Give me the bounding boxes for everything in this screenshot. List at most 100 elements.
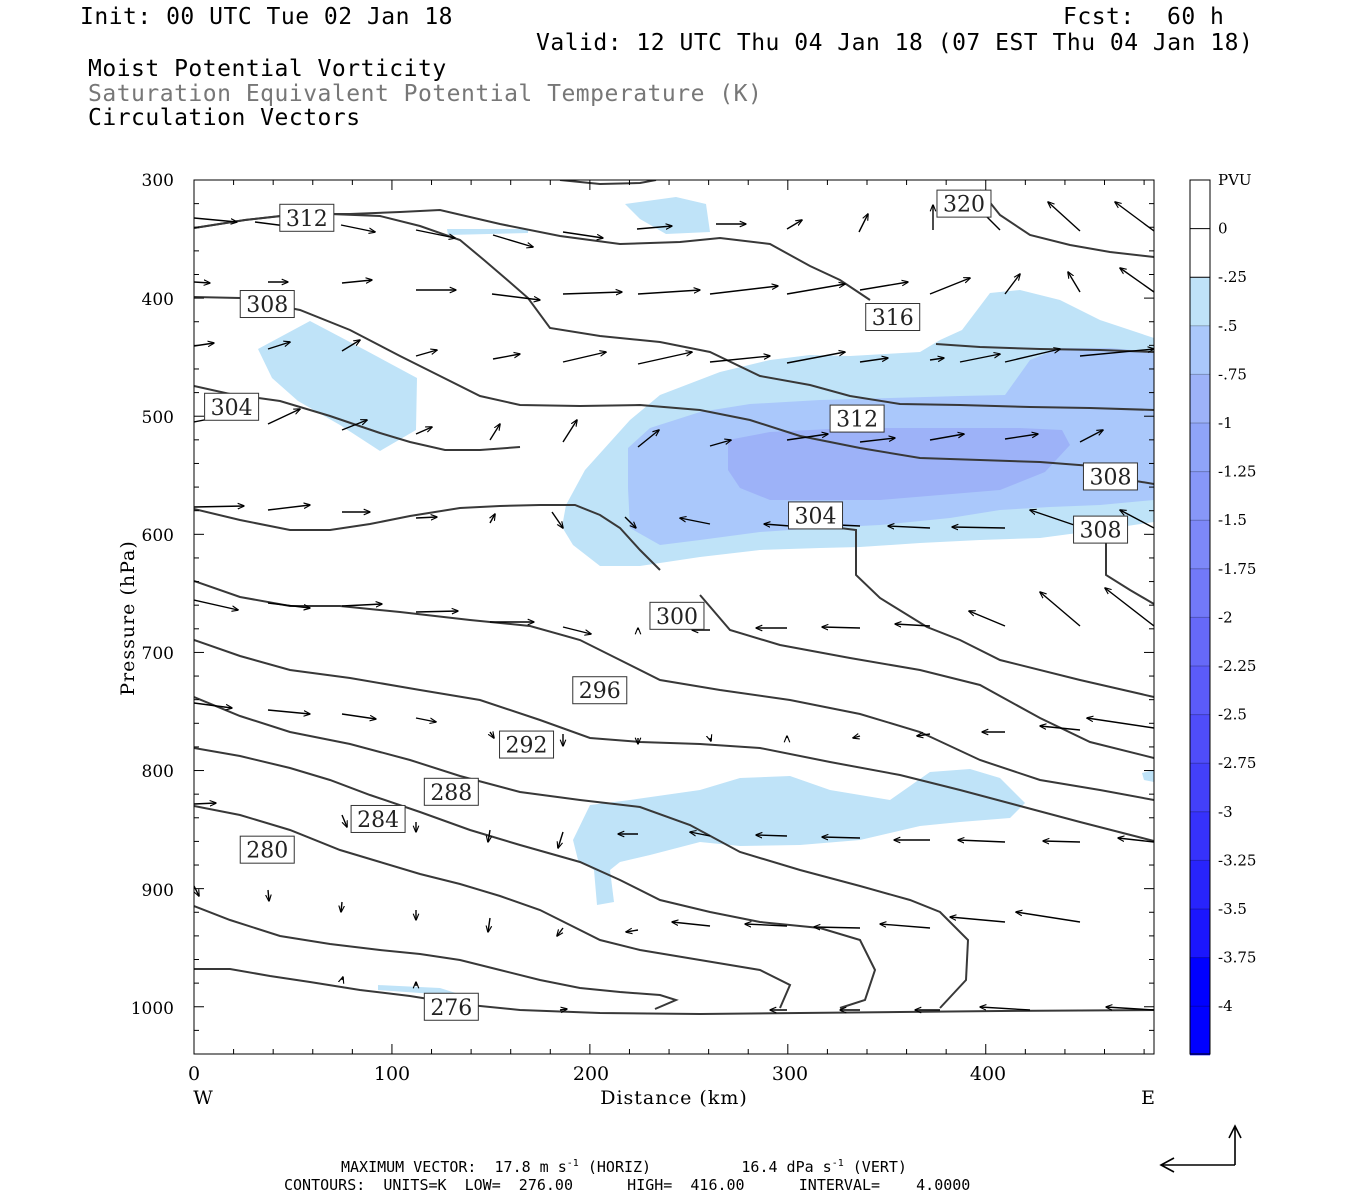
circulation-vector <box>194 217 237 222</box>
circulation-vector <box>626 930 639 932</box>
circulation-vector <box>415 427 432 435</box>
circulation-vector <box>637 290 700 295</box>
circulation-vector <box>637 352 692 365</box>
colorbar-segment <box>1190 471 1210 521</box>
circulation-vector <box>488 917 490 932</box>
mpv-shade-region <box>573 769 1025 905</box>
colorbar: PVU 0 -.25 -.5 -.75 -1 -1.25 -1.5 -1.75 -2 -2.25 -… <box>1189 171 1256 1056</box>
colorbar-tick-label: -3.25 <box>1218 851 1256 869</box>
circulation-vector <box>709 356 770 363</box>
field-title-vectors: Circulation Vectors <box>88 105 361 131</box>
circulation-vector <box>415 517 437 518</box>
contour-label-box <box>350 804 406 833</box>
contour-label: 312 <box>279 203 335 232</box>
max-vector-prefix: MAXIMUM VECTOR: <box>341 1158 477 1176</box>
contour-line <box>559 180 657 186</box>
contour-line <box>935 343 1154 353</box>
colorbar-segment <box>1190 180 1210 230</box>
contour-line <box>194 747 877 1009</box>
forecast-label: Fcst: <box>1063 4 1135 30</box>
contour-label-box <box>239 835 295 864</box>
circulation-vector <box>1120 510 1154 529</box>
circulation-vector <box>491 293 540 300</box>
colorbar-tick-label: -2 <box>1218 608 1233 626</box>
contour-label-text: 308 <box>1080 519 1122 544</box>
contour-label-box <box>279 203 335 232</box>
circulation-vector <box>562 231 603 238</box>
contour-label: 320 <box>936 189 992 218</box>
mpv-shade-region <box>258 321 417 451</box>
circulation-vector <box>888 526 931 528</box>
contour-label-box <box>204 392 260 421</box>
circulation-vector <box>764 524 791 526</box>
circulation-vector <box>341 901 342 912</box>
contour-label-text: 304 <box>211 396 253 421</box>
y-tick-label: 600 <box>142 526 174 546</box>
colorbar-tick-label: -1 <box>1218 414 1233 432</box>
circulation-vector <box>342 977 343 980</box>
y-tick-label: 300 <box>142 171 174 191</box>
contour-label-text: 312 <box>836 408 878 433</box>
contour-label: 308 <box>239 290 295 319</box>
circulation-vector <box>558 831 564 848</box>
contour-label-text: 320 <box>943 193 985 218</box>
circulation-vector <box>1068 272 1081 293</box>
contour-label-text: 284 <box>357 808 399 833</box>
circulation-vector <box>1105 588 1154 627</box>
circulation-vector <box>917 734 931 736</box>
contour-line <box>194 905 679 1010</box>
contour-label: 308 <box>1082 462 1138 491</box>
colorbar-segment <box>1190 228 1210 278</box>
circulation-vector <box>672 922 711 927</box>
circulation-vector <box>557 927 564 936</box>
x-tick-label: 200 <box>573 1063 609 1085</box>
circulation-vector <box>341 713 376 719</box>
circulation-vector <box>267 505 310 511</box>
circulation-vector <box>490 514 495 524</box>
circulation-vector <box>267 709 310 714</box>
circulation-vector <box>1106 1007 1154 1011</box>
contour-label-box <box>788 501 844 530</box>
x-axis-title: Distance (km) <box>600 1087 748 1109</box>
circulation-vector <box>194 599 238 610</box>
contour-label-box <box>1082 462 1138 491</box>
y-tick-label: 700 <box>142 644 174 664</box>
colorbar-frame <box>1189 179 1211 1055</box>
circulation-vector <box>709 286 778 295</box>
plot-frame <box>193 179 1155 1055</box>
colorbar-segment <box>1190 714 1210 764</box>
circulation-vector <box>340 224 375 232</box>
colorbar-title: PVU <box>1218 171 1252 189</box>
contour-line <box>194 296 1093 467</box>
contour-line <box>194 580 1154 801</box>
circulation-vector <box>341 604 382 606</box>
colorbar-segment <box>1190 811 1210 861</box>
colorbar-tick-label: -.5 <box>1218 317 1237 335</box>
colorbar-tick-label: -3.75 <box>1218 949 1256 967</box>
circulation-vector <box>415 229 455 238</box>
circulation-vector <box>559 1009 567 1010</box>
contour-label-text: 296 <box>579 679 621 704</box>
contour-label-text: 312 <box>286 207 328 232</box>
circulation-vector <box>786 352 845 364</box>
circulation-vector <box>562 420 577 443</box>
max-vector-horiz-unit: (HORIZ) <box>587 1158 652 1176</box>
circulation-vector <box>194 702 232 708</box>
mpv-shade-region <box>1142 770 1154 782</box>
circulation-vector <box>1048 202 1081 232</box>
contour-label-text: 308 <box>1089 465 1131 490</box>
max-vector-info: MAXIMUM VECTOR: 17.8 m s-1 (HORIZ) 16.4 … <box>341 1159 907 1175</box>
contour-line <box>194 805 792 1009</box>
circulation-vector <box>859 282 908 291</box>
circulation-vector <box>341 280 372 283</box>
circulation-vector <box>895 624 931 626</box>
colorbar-tick-label: -.75 <box>1218 365 1247 383</box>
init-time: Init: 00 UTC Tue 02 Jan 18 <box>80 4 454 30</box>
colorbar-segment <box>1190 860 1210 910</box>
contour-label: 276 <box>423 992 479 1021</box>
circulation-vector <box>562 352 606 363</box>
colorbar-tick-label: -1.5 <box>1218 511 1247 529</box>
colorbar-segment <box>1190 520 1210 570</box>
colorbar-segment <box>1190 909 1210 959</box>
circulation-vector <box>562 626 591 634</box>
